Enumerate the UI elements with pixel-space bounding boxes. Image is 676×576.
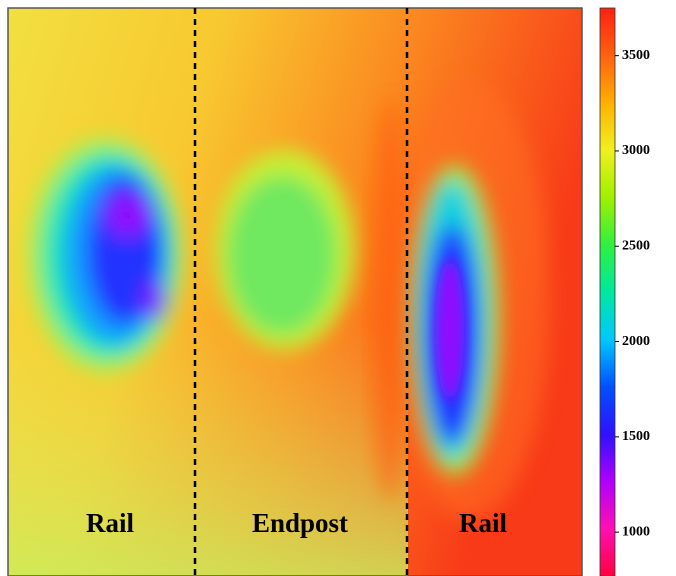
colorbar-tick-label: 1000 <box>622 524 650 539</box>
colorbar-tick-label: 2000 <box>622 334 650 349</box>
colorbar-tick-label: 3500 <box>622 48 650 63</box>
region-label: Rail <box>86 508 135 538</box>
colorbar-tick-label: 3000 <box>622 143 650 158</box>
colorbar-tick-label: 1500 <box>622 429 650 444</box>
heatmap-image <box>8 8 582 576</box>
image-frame <box>7 7 583 576</box>
colorbar-scale <box>599 7 616 576</box>
region-label: Rail <box>459 508 508 538</box>
region-label: Endpost <box>252 508 348 538</box>
colorbar: 1000 1500 2000 2500 3000 3500 <box>599 7 650 576</box>
colorbar-tick-label: 2500 <box>622 238 650 253</box>
